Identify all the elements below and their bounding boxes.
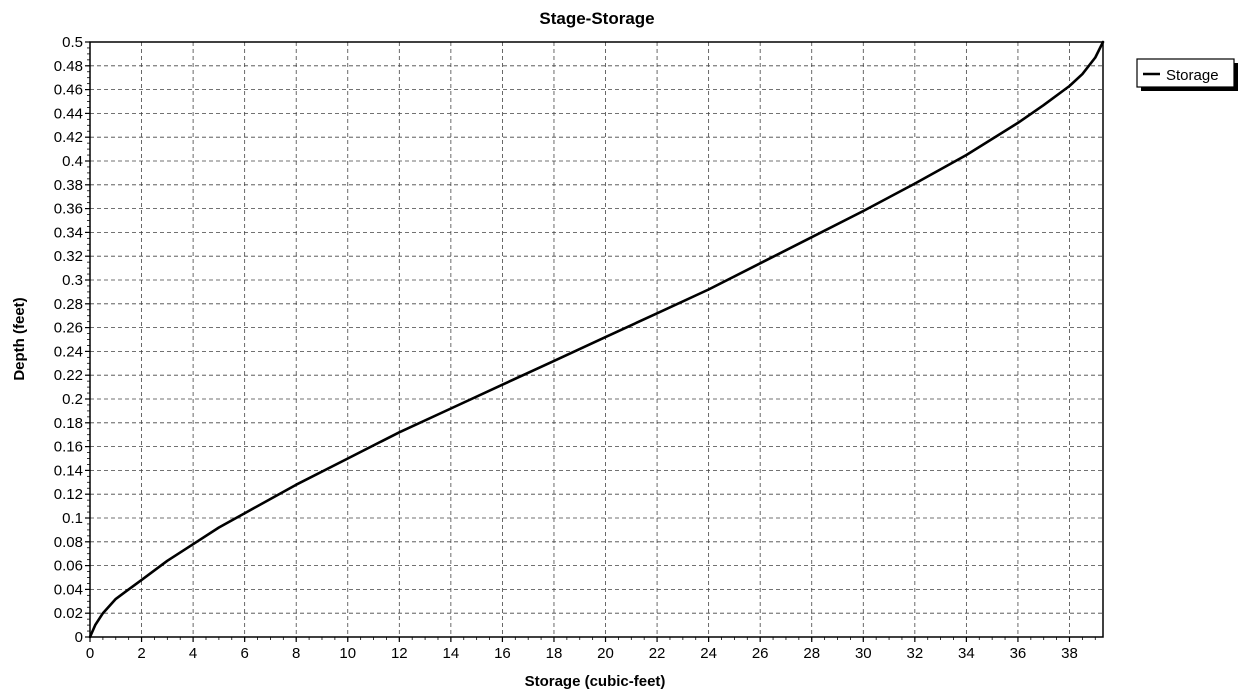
y-tick-label: 0.12: [54, 486, 83, 503]
y-tick-label: 0.44: [54, 105, 83, 122]
x-tick-label: 34: [958, 645, 975, 662]
y-tick-label: 0.42: [54, 129, 83, 146]
y-tick-label: 0.02: [54, 605, 83, 622]
y-axis-title: Depth (feet): [11, 297, 28, 380]
x-tick-label: 2: [137, 645, 145, 662]
series-line-storage: [88, 40, 1105, 639]
x-tick-label: 26: [752, 645, 769, 662]
x-tick-label: 4: [189, 645, 197, 662]
y-tick-label: 0.32: [54, 248, 83, 265]
y-tick-label: 0.5: [62, 34, 83, 51]
y-tick-label: 0.4: [62, 153, 83, 170]
x-tick-label: 30: [855, 645, 872, 662]
y-tick-label: 0.16: [54, 439, 83, 456]
x-tick-label: 14: [443, 645, 460, 662]
y-tick-label: 0.48: [54, 58, 83, 75]
x-axis-title: Storage (cubic-feet): [525, 673, 666, 690]
y-tick-label: 0.22: [54, 367, 83, 384]
y-tick-label: 0: [75, 629, 83, 646]
x-tick-label: 32: [906, 645, 923, 662]
y-tick-label: 0.3: [62, 272, 83, 289]
y-tick-label: 0.08: [54, 534, 83, 551]
y-tick-label: 0.38: [54, 177, 83, 194]
y-tick-label: 0.46: [54, 82, 83, 99]
x-tick-label: 8: [292, 645, 300, 662]
series-layer: [88, 40, 1105, 639]
x-tick-label: 36: [1010, 645, 1027, 662]
y-tick-label: 0.18: [54, 415, 83, 432]
x-tick-label: 12: [391, 645, 408, 662]
x-axis: 0 2 4 6 8 10 12 14 16 18 20 22 24 26 28 30 32 34 36 38: [86, 637, 1096, 662]
y-tick-label: 0.26: [54, 320, 83, 337]
y-tick-label: 0.28: [54, 296, 83, 313]
y-tick-label: 0.2: [62, 391, 83, 408]
legend-label-storage: Storage: [1166, 67, 1219, 84]
legend: Storage: [1136, 58, 1238, 91]
y-tick-label: 0.1: [62, 510, 83, 527]
y-tick-label: 0.06: [54, 558, 83, 575]
x-tick-label: 28: [803, 645, 820, 662]
x-tick-label: 0: [86, 645, 94, 662]
grid-lines: [90, 42, 1103, 637]
y-tick-label: 0.36: [54, 201, 83, 218]
plot-area-border: [89, 41, 1104, 638]
x-tick-label: 22: [649, 645, 666, 662]
y-tick-label: 0.34: [54, 224, 83, 241]
x-tick-label: 16: [494, 645, 511, 662]
x-tick-label: 10: [339, 645, 356, 662]
chart-title: Stage-Storage: [539, 9, 654, 28]
x-tick-label: 18: [546, 645, 563, 662]
x-tick-label: 38: [1061, 645, 1078, 662]
y-tick-label: 0.14: [54, 462, 83, 479]
x-tick-label: 6: [240, 645, 248, 662]
x-tick-label: 24: [700, 645, 717, 662]
y-tick-label: 0.04: [54, 581, 83, 598]
y-tick-label: 0.24: [54, 343, 83, 360]
x-tick-label: 20: [597, 645, 614, 662]
y-axis: 0 0.02 0.04 0.06 0.08 0.1 0.12 0.14 0.16 0.18 0.2 0…: [54, 34, 90, 646]
